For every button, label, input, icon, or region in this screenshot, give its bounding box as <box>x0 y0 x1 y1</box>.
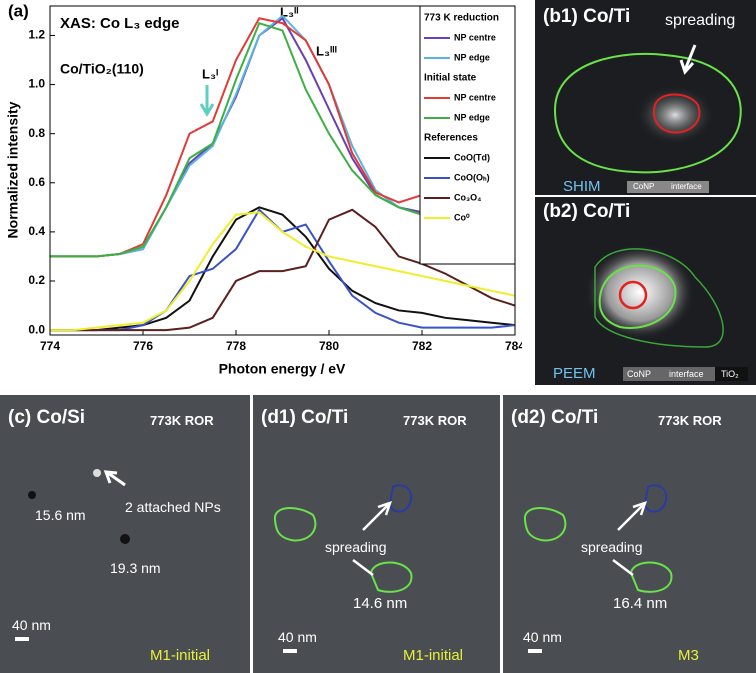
image-d1: (d1) Co/Ti 773K ROR spreading 14.6 nm 40… <box>253 395 500 673</box>
scale-bar: 40 nm <box>12 617 51 633</box>
legend-item: CoNP <box>627 369 652 379</box>
legend-label: CoO(Oₕ) <box>454 172 490 182</box>
image-c: (c) Co/Si 773K ROR 15.6 nm 19.3 nm 2 att… <box>0 395 250 673</box>
x-axis-label: Photon energy / eV <box>219 361 346 377</box>
x-tick-label: 778 <box>226 339 246 353</box>
legend-group: References <box>424 133 478 144</box>
image-decor <box>15 469 130 641</box>
peak-label: L₃ᴵᴵ <box>280 4 299 19</box>
x-tick-label: 782 <box>412 339 432 353</box>
legend-item: interface <box>669 369 704 379</box>
image-decor <box>523 484 673 653</box>
legend-label: Co⁰ <box>454 212 470 222</box>
method: SHIM <box>563 178 601 195</box>
panel-label: (d1) Co/Ti <box>261 407 349 428</box>
condition: 773K ROR <box>150 413 214 428</box>
scale-bar: 40 nm <box>278 629 317 645</box>
x-tick-label: 780 <box>319 339 339 353</box>
peak-label: L₃ᴵᴵᴵ <box>316 43 337 58</box>
peak-label: L₃ᴵ <box>202 66 218 81</box>
state: M1-initial <box>150 647 211 664</box>
size-label: 19.3 nm <box>110 560 161 576</box>
x-tick-label: 784 <box>505 339 522 353</box>
chart: (a) XAS: Co L₃ edge Co/TiO₂(110) L₃ᴵ L₃ᴵ… <box>5 1 522 377</box>
state: M3 <box>678 647 699 664</box>
size-label: 16.4 nm <box>613 595 668 612</box>
series-line <box>50 208 516 332</box>
chart-subtitle: Co/TiO₂(110) <box>60 61 144 77</box>
condition: 773K ROR <box>403 413 467 428</box>
legend-label: CoO(Td) <box>454 152 490 162</box>
legend-group: 773 K reduction <box>424 13 499 24</box>
legend-label: NP centre <box>454 32 496 42</box>
legend-label: NP centre <box>454 92 496 102</box>
arrow-text: 2 attached NPs <box>125 499 221 515</box>
panel-label: (d2) Co/Ti <box>511 407 599 428</box>
panel-label: (b2) Co/Ti <box>543 201 631 222</box>
y-tick-label: 1.0 <box>28 77 45 91</box>
state: M1-initial <box>403 647 464 664</box>
series-line <box>50 206 516 332</box>
legend-group: Initial state <box>424 73 477 84</box>
y-tick-label: 0.4 <box>28 224 45 238</box>
y-tick-label: 0.0 <box>28 322 45 336</box>
panel-label: (a) <box>8 1 29 20</box>
legend-label: NP edge <box>454 52 490 62</box>
size-label: 15.6 nm <box>35 507 86 523</box>
arrow-text: spreading <box>665 12 736 29</box>
arrow-text: spreading <box>325 539 387 555</box>
image-b1: (b1) Co/Ti spreading SHIM CoNP interface <box>535 0 756 195</box>
legend-label: NP edge <box>454 112 490 122</box>
image-b2: (b2) Co/Ti PEEM CoNP interface TiO₂ <box>535 197 756 385</box>
legend-item: CoNP <box>633 182 655 191</box>
peak-arrow <box>199 85 215 117</box>
y-tick-label: 1.2 <box>28 28 45 42</box>
legend-item: interface <box>671 182 702 191</box>
image-decor <box>273 484 413 653</box>
chart-title: XAS: Co L₃ edge <box>60 15 179 32</box>
y-axis-label: Normalized intensity <box>5 101 21 238</box>
legend-box <box>419 5 516 265</box>
condition: 773K ROR <box>658 413 722 428</box>
method: PEEM <box>553 365 596 382</box>
panel-label: (b1) Co/Ti <box>543 6 631 27</box>
image-decor <box>585 244 748 381</box>
y-tick-label: 0.8 <box>28 126 45 140</box>
x-tick-label: 776 <box>133 339 153 353</box>
legend-item: TiO₂ <box>721 369 739 379</box>
image-decor <box>553 44 742 193</box>
panel-label: (c) Co/Si <box>8 407 86 428</box>
series-line <box>50 211 516 332</box>
legend-label: Co₃O₄ <box>454 192 481 202</box>
x-tick-label: 774 <box>40 339 60 353</box>
y-tick-label: 0.6 <box>28 175 45 189</box>
arrow-text: spreading <box>581 539 643 555</box>
y-tick-label: 0.2 <box>28 273 45 287</box>
scale-bar: 40 nm <box>523 629 562 645</box>
size-label: 14.6 nm <box>353 595 408 612</box>
image-d2: (d2) Co/Ti 773K ROR spreading 16.4 nm 40… <box>503 395 756 673</box>
